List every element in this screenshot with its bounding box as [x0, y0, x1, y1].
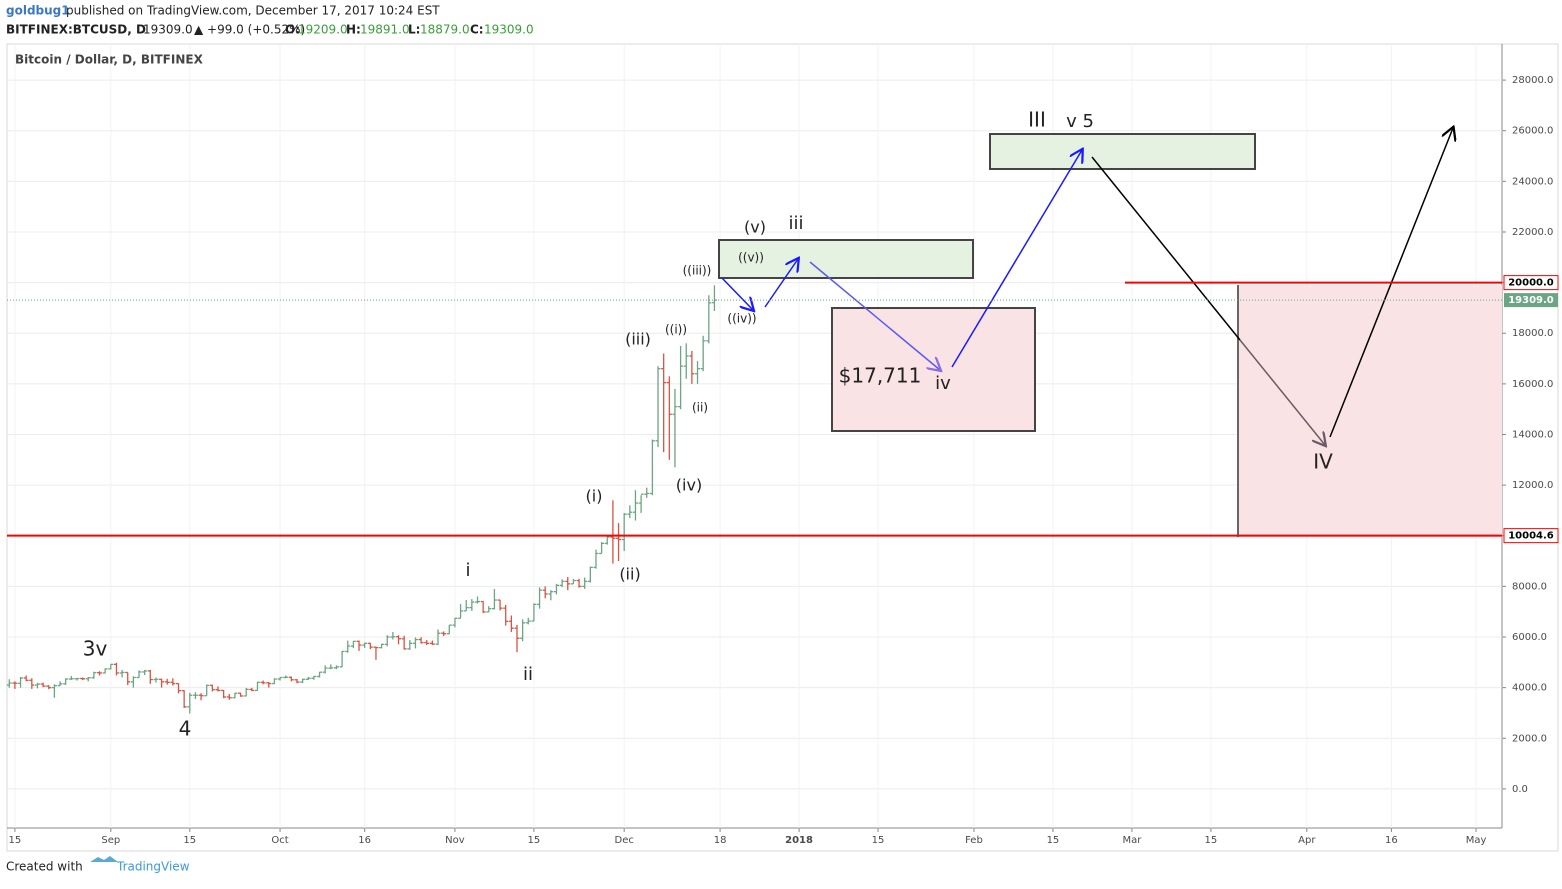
x-tick-label: 15	[872, 835, 885, 846]
o-label: O:	[285, 23, 300, 37]
x-tick-label: May	[1466, 835, 1487, 846]
wave-label: (ii)	[692, 401, 708, 415]
x-tick-label: Mar	[1122, 835, 1142, 846]
footer-created: Created with	[6, 860, 83, 874]
wave-label: (ii)	[619, 565, 640, 584]
x-tick-label: 15	[1047, 835, 1060, 846]
arrow	[1091, 156, 1241, 341]
wave-label: 4	[179, 717, 192, 741]
author: goldbug1	[6, 4, 70, 18]
price-badge	[1503, 275, 1559, 291]
x-tick-label: 2018	[785, 835, 813, 846]
wave-label: 3v	[83, 637, 108, 661]
o: 19209.0	[298, 23, 348, 37]
published: published on TradingView.com, December 1…	[66, 4, 440, 18]
chart-title: Bitcoin / Dollar, D, BITFINEX	[15, 53, 204, 67]
wave-label: (iv)	[676, 476, 702, 495]
wave-label: ((i))	[665, 323, 687, 337]
y-tick-label: 0.0	[1512, 784, 1528, 795]
x-tick-label: 18	[714, 835, 727, 846]
x-tick-label: Oct	[271, 835, 288, 846]
y-tick-label: 16000.0	[1512, 379, 1553, 390]
support-box	[1238, 285, 1502, 537]
wave-label: ((v))	[738, 251, 764, 265]
c-label: C:	[470, 23, 484, 37]
marks	[6, 285, 717, 714]
l: 18879.0	[420, 23, 470, 37]
wave-label: (i)	[586, 487, 603, 506]
wave-label: iv	[935, 373, 951, 394]
c: 19309.0	[484, 23, 534, 37]
wave-label: v 5	[1066, 111, 1094, 132]
l-label: L:	[408, 23, 420, 37]
x-tick-label: 15	[9, 835, 22, 846]
y-tick-label: 22000.0	[1512, 227, 1553, 238]
x-tick-label: Nov	[445, 835, 465, 846]
footer-brand[interactable]: TradingView	[116, 860, 190, 874]
x-tick-label: 16	[1385, 835, 1398, 846]
x-tick-label: Dec	[615, 835, 634, 846]
x-tick-label: Feb	[965, 835, 983, 846]
logo	[90, 856, 118, 862]
y-tick-label: 26000.0	[1512, 126, 1553, 137]
x-tick-label: 15	[183, 835, 196, 846]
x-tick-label: 16	[358, 835, 371, 846]
arrow	[951, 150, 1082, 368]
price-badge	[1504, 293, 1558, 308]
wave-label: ii	[523, 664, 533, 685]
price-badge-label: 20000.0	[1508, 278, 1554, 289]
x-tick-label: 15	[1205, 835, 1218, 846]
wave-label: $17,711	[839, 364, 922, 388]
y-tick-label: 6000.0	[1512, 632, 1547, 643]
wave-label: iii	[788, 213, 803, 234]
y-tick-label: 2000.0	[1512, 733, 1547, 744]
h-label: H:	[346, 23, 361, 37]
y-tick-label: 12000.0	[1512, 480, 1553, 491]
annotations: 3v4iii(i)(ii)(iii)(iv)((i))(ii)((iii))((…	[83, 108, 1333, 741]
wave-label: IV	[1313, 450, 1333, 474]
change: ▲ +99.0 (+0.52%)	[194, 23, 305, 37]
y-tick-label: 24000.0	[1512, 176, 1553, 187]
y-tick-label: 8000.0	[1512, 581, 1547, 592]
wave-label: ((iv))	[727, 312, 756, 326]
x-tick-label: 15	[528, 835, 541, 846]
wave-label: III	[1028, 108, 1046, 132]
frame	[6, 43, 1559, 852]
wave-label: (iii)	[625, 330, 651, 349]
y-tick-label: 28000.0	[1512, 75, 1553, 86]
symbol: BITFINEX:BTCUSD, D	[6, 23, 146, 37]
x-tick-label: Sep	[101, 835, 120, 846]
y-tick-label: 4000.0	[1512, 683, 1547, 694]
price-badge-label: 10004.6	[1508, 531, 1554, 542]
last: 19309.0	[143, 23, 193, 37]
h: 19891.0	[360, 23, 410, 37]
arrow	[1239, 339, 1325, 445]
x-tick-label: Apr	[1298, 835, 1316, 846]
y-tick-label: 14000.0	[1512, 429, 1553, 440]
price-badge	[1503, 528, 1559, 544]
target-box	[718, 239, 974, 279]
arrow	[721, 277, 753, 310]
y-tick-label: 18000.0	[1512, 328, 1553, 339]
wave-label: i	[465, 560, 470, 581]
wave-label: ((iii))	[683, 264, 712, 278]
price-badge-label: 19309.0	[1508, 295, 1554, 306]
arrow	[764, 259, 798, 308]
quote-line: BITFINEX:BTCUSD, D 19309.0 ▲ +99.0 (+0.5…	[6, 23, 534, 37]
arrow	[809, 261, 940, 370]
target-box	[989, 133, 1256, 170]
wave-label: (v)	[744, 218, 766, 237]
